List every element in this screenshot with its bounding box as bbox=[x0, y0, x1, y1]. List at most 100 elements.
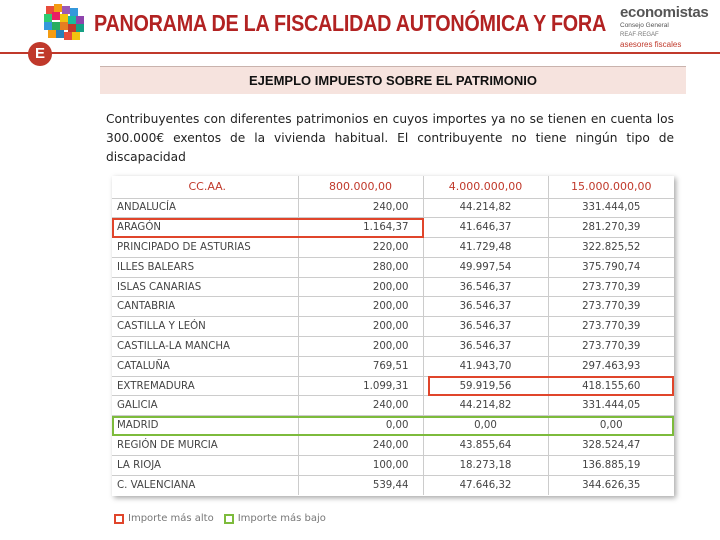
section-title: EJEMPLO IMPUESTO SOBRE EL PATRIMONIO bbox=[100, 66, 686, 94]
cell-15m: 418.155,60 bbox=[548, 376, 674, 397]
cell-15m: 322.825,52 bbox=[548, 237, 674, 258]
cell-800k: 100,00 bbox=[298, 455, 424, 476]
cell-4m: 59.919,56 bbox=[423, 376, 549, 397]
cell-800k: 240,00 bbox=[298, 395, 424, 417]
cell-4m: 41.646,37 bbox=[423, 217, 549, 239]
table-row: ARAGÓN 1.164,37 41.646,37 281.270,39 bbox=[112, 217, 674, 239]
cell-15m: 375.790,74 bbox=[548, 257, 674, 278]
header-ccaa: CC.AA. bbox=[112, 176, 299, 199]
legend-red-swatch-icon bbox=[114, 513, 124, 524]
legend-lowest-label: Importe más bajo bbox=[237, 513, 326, 524]
cell-ccaa: CASTILLA Y LEÓN bbox=[112, 316, 299, 338]
cube-logo-icon bbox=[44, 4, 84, 40]
table-row: C. VALENCIANA 539,44 47.646,32 344.626,35 bbox=[112, 475, 674, 495]
cell-ccaa: LA RIOJA bbox=[112, 455, 299, 476]
table-row: CANTABRIA 200,00 36.546,37 273.770,39 bbox=[112, 296, 674, 318]
cell-ccaa: EXTREMADURA bbox=[112, 376, 299, 397]
cell-ccaa: REGIÓN DE MURCIA bbox=[112, 435, 299, 456]
cell-15m: 273.770,39 bbox=[548, 277, 674, 298]
cell-800k: 240,00 bbox=[298, 435, 424, 456]
header-title: PANORAMA DE LA FISCALIDAD AUTONÓMICA Y F… bbox=[94, 10, 666, 37]
table-row: CASTILLA-LA MANCHA 200,00 36.546,37 273.770… bbox=[112, 336, 674, 357]
cell-ccaa: GALICIA bbox=[112, 395, 299, 417]
e-badge-icon: E bbox=[28, 42, 52, 66]
cell-15m: 136.885,19 bbox=[548, 455, 674, 476]
cell-800k: 200,00 bbox=[298, 296, 424, 318]
cell-800k: 769,51 bbox=[298, 356, 424, 377]
description-text: Contribuyentes con diferentes patrimonio… bbox=[106, 112, 674, 164]
cell-800k: 1.164,37 bbox=[298, 217, 424, 239]
cell-800k: 0,00 bbox=[298, 415, 424, 437]
cell-4m: 36.546,37 bbox=[423, 316, 549, 338]
brand-tagline-2: asesores fiscales bbox=[620, 40, 682, 49]
cell-4m: 18.273,18 bbox=[423, 455, 549, 476]
cell-15m: 331.444,05 bbox=[548, 395, 674, 417]
legend: Importe más alto Importe más bajo bbox=[114, 513, 336, 524]
cell-800k: 1.099,31 bbox=[298, 376, 424, 397]
cell-800k: 200,00 bbox=[298, 316, 424, 338]
header-4m: 4.000.000,00 bbox=[423, 176, 549, 199]
header-divider bbox=[0, 52, 720, 54]
cell-ccaa: ILLES BALEARS bbox=[112, 257, 299, 278]
table-row: ILLES BALEARS 280,00 49.997,54 375.790,74 bbox=[112, 257, 674, 278]
cell-800k: 200,00 bbox=[298, 277, 424, 298]
legend-highest: Importe más alto bbox=[114, 513, 214, 524]
tax-table-grid: CC.AA. 800.000,00 4.000.000,00 15.000.00… bbox=[112, 176, 674, 495]
table-header-row: CC.AA. 800.000,00 4.000.000,00 15.000.00… bbox=[112, 176, 674, 199]
brand-subtitle: Consejo General bbox=[620, 22, 669, 29]
cell-15m: 0,00 bbox=[548, 415, 674, 437]
table-row: CATALUÑA 769,51 41.943,70 297.463,93 bbox=[112, 356, 674, 377]
cell-4m: 47.646,32 bbox=[423, 475, 549, 495]
cell-ccaa: CATALUÑA bbox=[112, 356, 299, 377]
cell-4m: 44.214,82 bbox=[423, 395, 549, 417]
cell-15m: 297.463,93 bbox=[548, 356, 674, 377]
header-800k: 800.000,00 bbox=[298, 176, 424, 199]
table-row: PRINCIPADO DE ASTURIAS 220,00 41.729,48 322… bbox=[112, 237, 674, 258]
table-row: REGIÓN DE MURCIA 240,00 43.855,64 328.524,4… bbox=[112, 435, 674, 456]
cell-4m: 36.546,37 bbox=[423, 277, 549, 298]
cell-15m: 281.270,39 bbox=[548, 217, 674, 239]
cell-ccaa: CASTILLA-LA MANCHA bbox=[112, 336, 299, 357]
cell-15m: 273.770,39 bbox=[548, 316, 674, 338]
header: PANORAMA DE LA FISCALIDAD AUTONÓMICA Y F… bbox=[0, 0, 720, 62]
brand-tagline-1: REAF·REGAF bbox=[620, 32, 659, 38]
cell-ccaa: PRINCIPADO DE ASTURIAS bbox=[112, 237, 299, 258]
cell-ccaa: CANTABRIA bbox=[112, 296, 299, 318]
cell-4m: 41.729,48 bbox=[423, 237, 549, 258]
cell-4m: 0,00 bbox=[423, 415, 549, 437]
cell-800k: 240,00 bbox=[298, 198, 424, 219]
table-row: ANDALUCÍA 240,00 44.214,82 331.444,05 bbox=[112, 198, 674, 219]
cell-800k: 539,44 bbox=[298, 475, 424, 495]
header-title-text: PANORAMA DE LA FISCALIDAD AUTONÓMICA Y F… bbox=[94, 10, 618, 36]
table-row: MADRID 0,00 0,00 0,00 bbox=[112, 415, 674, 437]
cell-4m: 43.855,64 bbox=[423, 435, 549, 456]
cell-ccaa: ARAGÓN bbox=[112, 217, 299, 239]
cell-15m: 328.524,47 bbox=[548, 435, 674, 456]
table-row: EXTREMADURA 1.099,31 59.919,56 418.155,60 bbox=[112, 376, 674, 397]
legend-highest-label: Importe más alto bbox=[128, 513, 214, 524]
header-15m: 15.000.000,00 bbox=[548, 176, 674, 199]
cell-15m: 273.770,39 bbox=[548, 336, 674, 357]
table-row: ISLAS CANARIAS 200,00 36.546,37 273.770,39 bbox=[112, 277, 674, 298]
cell-ccaa: MADRID bbox=[112, 415, 299, 437]
cell-4m: 41.943,70 bbox=[423, 356, 549, 377]
cell-800k: 220,00 bbox=[298, 237, 424, 258]
cell-4m: 49.997,54 bbox=[423, 257, 549, 278]
cell-4m: 36.546,37 bbox=[423, 336, 549, 357]
cell-4m: 44.214,82 bbox=[423, 198, 549, 219]
table-row: CASTILLA Y LEÓN 200,00 36.546,37 273.770,39 bbox=[112, 316, 674, 338]
cell-ccaa: ANDALUCÍA bbox=[112, 198, 299, 219]
cell-15m: 344.626,35 bbox=[582, 479, 641, 491]
table-row: GALICIA 240,00 44.214,82 331.444,05 bbox=[112, 395, 674, 417]
table-row: LA RIOJA 100,00 18.273,18 136.885,19 bbox=[112, 455, 674, 476]
cell-15m: 273.770,39 bbox=[548, 296, 674, 318]
brand-logo: economistas Consejo General REAF·REGAF a… bbox=[606, 0, 720, 50]
cell-800k: 280,00 bbox=[298, 257, 424, 278]
cell-ccaa: C. VALENCIANA bbox=[112, 475, 299, 495]
brand-name: economistas bbox=[620, 4, 709, 21]
legend-green-swatch-icon bbox=[223, 513, 234, 524]
cell-ccaa: ISLAS CANARIAS bbox=[112, 277, 299, 298]
tax-table: CC.AA. 800.000,00 4.000.000,00 15.000.00… bbox=[112, 176, 674, 496]
cell-15m: 331.444,05 bbox=[548, 198, 674, 219]
table-body: ANDALUCÍA 240,00 44.214,82 331.444,05 ARAGÓN… bbox=[112, 198, 674, 495]
